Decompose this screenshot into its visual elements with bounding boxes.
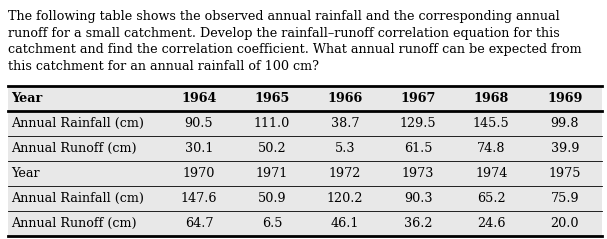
Text: 36.2: 36.2 — [404, 217, 432, 230]
Text: 90.3: 90.3 — [404, 192, 432, 205]
Text: 120.2: 120.2 — [327, 192, 364, 205]
Text: 1968: 1968 — [473, 92, 509, 105]
Text: Year: Year — [11, 92, 42, 105]
Text: 111.0: 111.0 — [254, 117, 290, 130]
Text: 1974: 1974 — [475, 167, 507, 180]
Text: 61.5: 61.5 — [404, 142, 432, 155]
Text: 5.3: 5.3 — [335, 142, 355, 155]
Text: 65.2: 65.2 — [477, 192, 506, 205]
Text: runoff for a small catchment. Develop the rainfall–runoff correlation equation f: runoff for a small catchment. Develop th… — [8, 27, 560, 39]
Text: 24.6: 24.6 — [477, 217, 506, 230]
Text: 39.9: 39.9 — [551, 142, 579, 155]
Text: The following table shows the observed annual rainfall and the corresponding ann: The following table shows the observed a… — [8, 10, 560, 23]
Text: catchment and find the correlation coefficient. What annual runoff can be expect: catchment and find the correlation coeff… — [8, 43, 582, 56]
Text: 74.8: 74.8 — [477, 142, 506, 155]
Text: 1971: 1971 — [256, 167, 288, 180]
Text: this catchment for an annual rainfall of 100 cm?: this catchment for an annual rainfall of… — [8, 60, 319, 72]
Text: Annual Rainfall (cm): Annual Rainfall (cm) — [11, 192, 144, 205]
Text: 6.5: 6.5 — [262, 217, 282, 230]
Text: 1970: 1970 — [183, 167, 215, 180]
Text: 64.7: 64.7 — [185, 217, 213, 230]
Text: 38.7: 38.7 — [331, 117, 359, 130]
Text: Annual Runoff (cm): Annual Runoff (cm) — [11, 217, 137, 230]
Text: 1969: 1969 — [547, 92, 583, 105]
Bar — [8, 86, 602, 236]
Text: 1966: 1966 — [327, 92, 363, 105]
Text: 99.8: 99.8 — [551, 117, 579, 130]
Text: 1972: 1972 — [329, 167, 361, 180]
Text: 145.5: 145.5 — [473, 117, 510, 130]
Text: 147.6: 147.6 — [181, 192, 217, 205]
Text: Annual Runoff (cm): Annual Runoff (cm) — [11, 142, 137, 155]
Text: 50.2: 50.2 — [258, 142, 287, 155]
Text: 1965: 1965 — [254, 92, 290, 105]
Text: 1973: 1973 — [402, 167, 435, 180]
Text: 1964: 1964 — [181, 92, 217, 105]
Text: 30.1: 30.1 — [185, 142, 213, 155]
Text: 20.0: 20.0 — [551, 217, 579, 230]
Text: Year: Year — [11, 167, 39, 180]
Text: 50.9: 50.9 — [258, 192, 287, 205]
Text: 1975: 1975 — [549, 167, 581, 180]
Text: 129.5: 129.5 — [400, 117, 436, 130]
Text: 90.5: 90.5 — [185, 117, 213, 130]
Text: 1967: 1967 — [401, 92, 436, 105]
Text: 46.1: 46.1 — [331, 217, 359, 230]
Text: 75.9: 75.9 — [551, 192, 579, 205]
Text: Annual Rainfall (cm): Annual Rainfall (cm) — [11, 117, 144, 130]
